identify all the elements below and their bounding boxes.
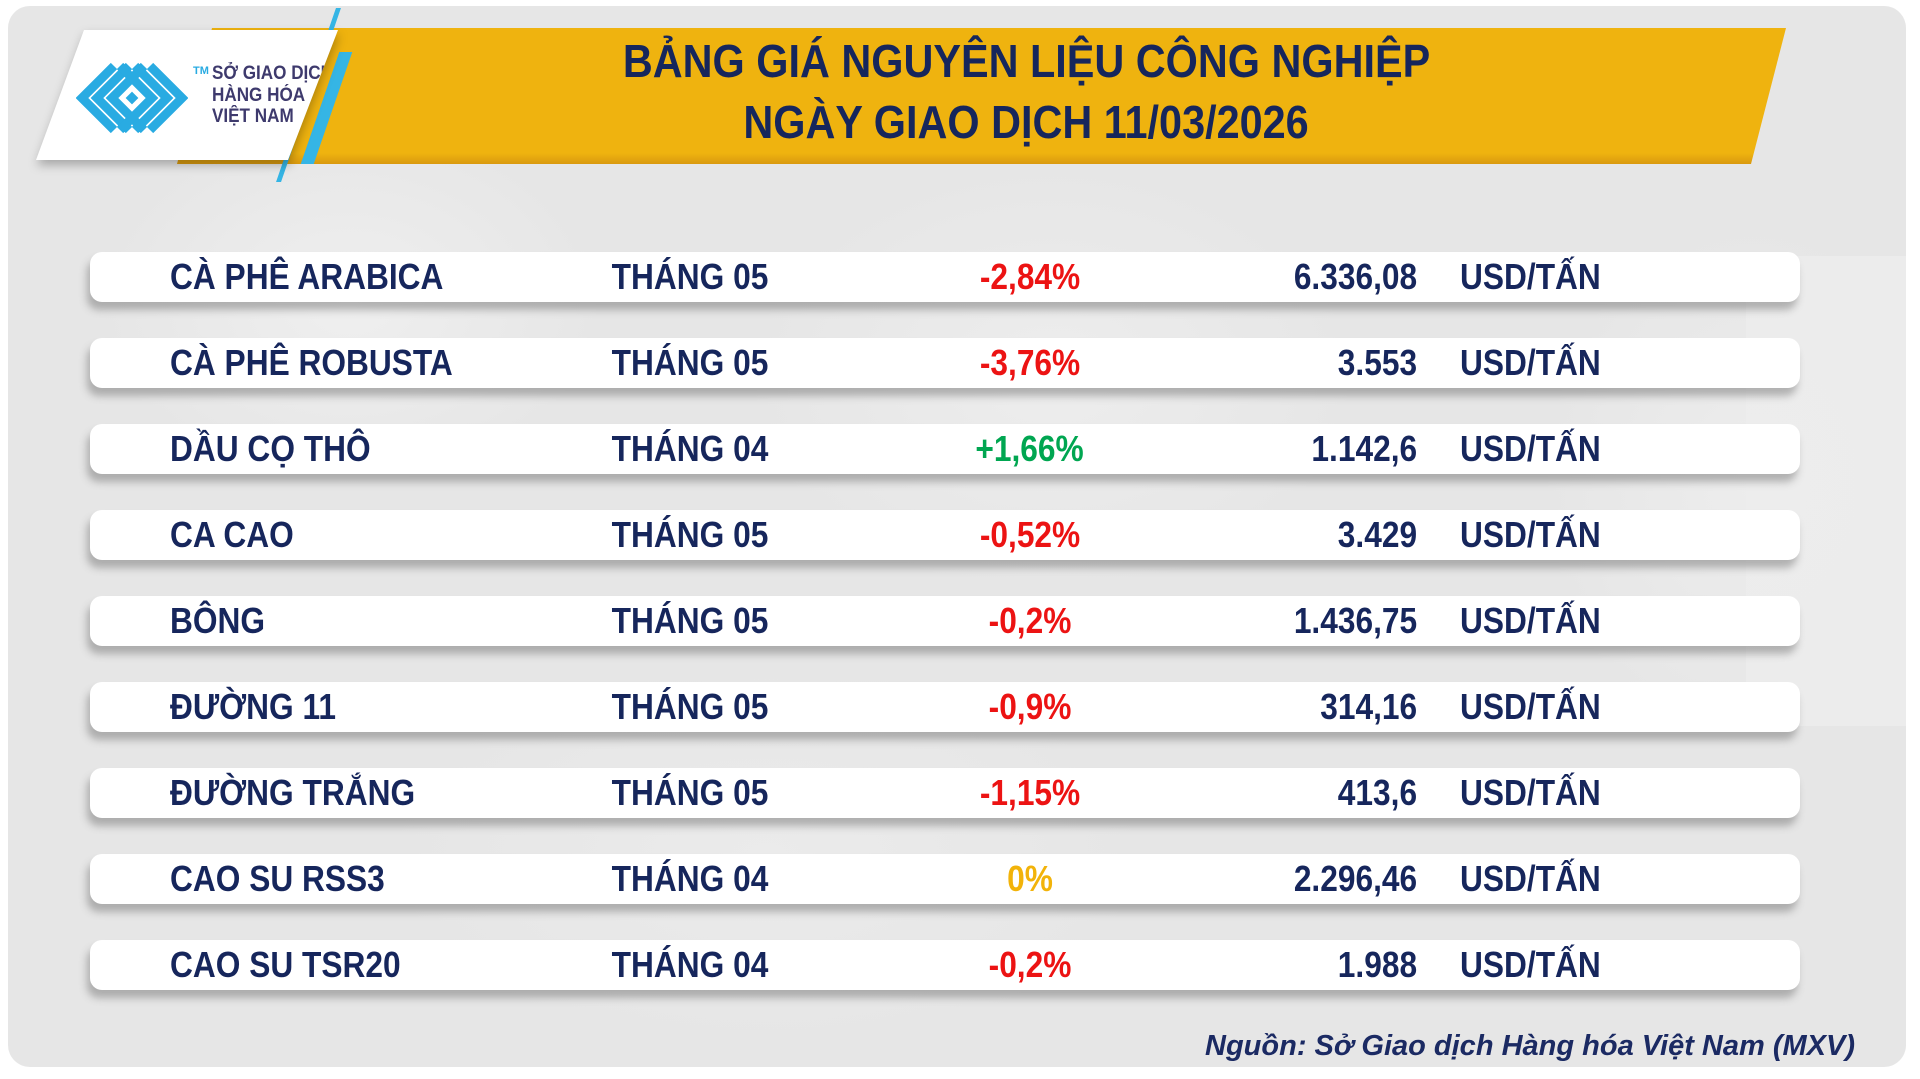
- logo-org-line2: HÀNG HÓA: [212, 84, 306, 106]
- contract-month: THÁNG 05: [611, 342, 769, 383]
- price-unit: USD/TẤN: [1460, 858, 1601, 899]
- price-unit: USD/TẤN: [1460, 428, 1601, 469]
- change-percent: -0,9%: [988, 686, 1072, 727]
- logo-org-line1: SỞ GIAO DỊCH: [212, 63, 334, 84]
- price-value: 2.296,46: [1293, 858, 1417, 899]
- page-title-line2: NGÀY GIAO DỊCH 11/03/2026: [743, 96, 1310, 148]
- table-row: CÀ PHÊ ARABICA THÁNG 05 -2,84% 6.336,08 …: [90, 252, 1800, 302]
- price-value: 413,6: [1337, 772, 1417, 813]
- commodity-name: CAO SU RSS3: [170, 858, 385, 899]
- price-value: 314,16: [1320, 686, 1417, 727]
- contract-month: THÁNG 04: [611, 944, 769, 985]
- contract-month: THÁNG 05: [611, 772, 769, 813]
- price-unit: USD/TẤN: [1460, 944, 1601, 985]
- header-title: BẢNG GIÁ NGUYÊN LIỆU CÔNG NGHIỆP NGÀY GI…: [212, 28, 1786, 164]
- header-banner: BẢNG GIÁ NGUYÊN LIỆU CÔNG NGHIỆP NGÀY GI…: [177, 28, 1786, 164]
- change-percent: -1,15%: [979, 772, 1081, 813]
- commodity-name: CÀ PHÊ ROBUSTA: [170, 342, 453, 383]
- price-unit: USD/TẤN: [1460, 600, 1601, 641]
- change-percent: -3,76%: [979, 342, 1081, 383]
- logo-org-line3: VIỆT NAM: [212, 106, 294, 127]
- contract-month: THÁNG 05: [611, 686, 769, 727]
- table-row: BÔNG THÁNG 05 -0,2% 1.436,75 USD/TẤN: [90, 596, 1800, 646]
- price-unit: USD/TẤN: [1460, 772, 1601, 813]
- commodity-name: ĐƯỜNG TRẮNG: [170, 772, 416, 813]
- price-unit: USD/TẤN: [1460, 342, 1601, 383]
- mxv-chevrons-logo-icon: [76, 62, 188, 134]
- contract-month: THÁNG 05: [611, 600, 769, 641]
- change-percent: -0,2%: [988, 944, 1072, 985]
- price-value: 6.336,08: [1293, 256, 1417, 297]
- table-row: CAO SU RSS3 THÁNG 04 0% 2.296,46 USD/TẤN: [90, 854, 1800, 904]
- price-unit: USD/TẤN: [1460, 256, 1601, 297]
- change-percent: -2,84%: [979, 256, 1081, 297]
- contract-month: THÁNG 05: [611, 514, 769, 555]
- logo-plate: TM SỞ GIAO DỊCH HÀNG HÓA VIỆT NAM: [36, 30, 338, 160]
- logo-org-name: SỞ GIAO DỊCH HÀNG HÓA VIỆT NAM: [212, 63, 338, 128]
- commodity-name: DẦU CỌ THÔ: [170, 428, 371, 469]
- price-unit: USD/TẤN: [1460, 686, 1601, 727]
- table-row: ĐƯỜNG 11 THÁNG 05 -0,9% 314,16 USD/TẤN: [90, 682, 1800, 732]
- price-table: CÀ PHÊ ARABICA THÁNG 05 -2,84% 6.336,08 …: [90, 252, 1800, 1026]
- contract-month: THÁNG 05: [611, 256, 769, 297]
- price-value: 1.142,6: [1311, 428, 1417, 469]
- price-value: 1.988: [1337, 944, 1417, 985]
- table-row: CA CAO THÁNG 05 -0,52% 3.429 USD/TẤN: [90, 510, 1800, 560]
- commodity-name: ĐƯỜNG 11: [170, 686, 337, 727]
- price-value: 1.436,75: [1293, 600, 1417, 641]
- price-value: 3.553: [1337, 342, 1417, 383]
- commodity-name: CA CAO: [170, 514, 294, 555]
- change-percent: +1,66%: [975, 428, 1085, 469]
- contract-month: THÁNG 04: [611, 858, 769, 899]
- page-title-line1: BẢNG GIÁ NGUYÊN LIỆU CÔNG NGHIỆP: [622, 35, 1431, 87]
- source-credit: Nguồn: Sở Giao dịch Hàng hóa Việt Nam (M…: [1205, 1030, 1855, 1062]
- price-value: 3.429: [1337, 514, 1417, 555]
- commodity-name: CAO SU TSR20: [170, 944, 401, 985]
- commodity-name: CÀ PHÊ ARABICA: [170, 256, 444, 297]
- table-row: DẦU CỌ THÔ THÁNG 04 +1,66% 1.142,6 USD/T…: [90, 424, 1800, 474]
- change-percent: 0%: [1007, 858, 1053, 899]
- table-row: ĐƯỜNG TRẮNG THÁNG 05 -1,15% 413,6 USD/TẤ…: [90, 768, 1800, 818]
- change-percent: -0,52%: [979, 514, 1081, 555]
- commodity-name: BÔNG: [170, 600, 266, 641]
- table-row: CAO SU TSR20 THÁNG 04 -0,2% 1.988 USD/TẤ…: [90, 940, 1800, 990]
- change-percent: -0,2%: [988, 600, 1072, 641]
- price-unit: USD/TẤN: [1460, 514, 1601, 555]
- table-row: CÀ PHÊ ROBUSTA THÁNG 05 -3,76% 3.553 USD…: [90, 338, 1800, 388]
- trademark-symbol: TM: [193, 65, 209, 77]
- contract-month: THÁNG 04: [611, 428, 769, 469]
